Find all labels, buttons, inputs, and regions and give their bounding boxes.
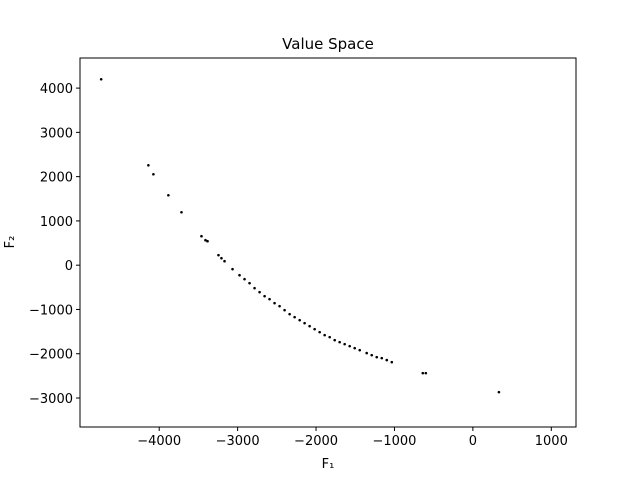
x-tick-label: −1000: [372, 434, 416, 449]
point: [238, 273, 241, 277]
point: [303, 321, 306, 325]
point: [333, 338, 337, 342]
point: [180, 210, 183, 214]
point: [375, 355, 379, 359]
point: [365, 351, 368, 355]
point: [204, 238, 207, 242]
x-tick-label: −3000: [216, 434, 260, 449]
y-tick-label: −3000: [29, 392, 73, 407]
y-tick-label: 3000: [40, 126, 73, 141]
point: [313, 327, 316, 331]
point: [167, 193, 170, 197]
point: [328, 335, 331, 339]
y-tick-label: 0: [65, 259, 73, 274]
point: [343, 342, 346, 346]
y-tick-label: 4000: [40, 82, 73, 97]
point: [283, 308, 286, 312]
point: [147, 163, 150, 167]
point: [206, 239, 209, 243]
point: [278, 304, 281, 308]
y-axis-label: F₂: [3, 236, 18, 249]
point: [497, 390, 501, 394]
y-tick-label: 1000: [40, 215, 73, 230]
point: [253, 286, 256, 290]
point: [421, 371, 425, 375]
point: [243, 277, 246, 281]
point: [338, 340, 341, 344]
point: [293, 315, 296, 319]
point: [385, 358, 389, 362]
point: [370, 353, 374, 357]
point: [424, 371, 428, 375]
point: [231, 267, 234, 271]
point: [390, 360, 394, 364]
y-tick-label: 2000: [40, 171, 73, 186]
point: [318, 330, 321, 334]
y-tick-label: −1000: [29, 303, 73, 318]
point: [358, 348, 362, 352]
point: [288, 312, 291, 316]
x-tick-label: −4000: [137, 434, 181, 449]
point: [220, 256, 223, 260]
x-tick-label: −2000: [294, 434, 338, 449]
point: [323, 333, 326, 337]
point: [308, 324, 311, 328]
point: [99, 77, 103, 81]
point: [268, 297, 271, 301]
point: [223, 259, 226, 263]
point: [248, 281, 251, 285]
y-tick-label: −2000: [29, 348, 73, 363]
point: [200, 234, 203, 238]
plot-frame: [79, 57, 577, 428]
point: [380, 356, 384, 360]
point: [263, 294, 266, 298]
point: [217, 253, 220, 257]
x-axis-label: F₁: [322, 457, 335, 472]
chart-title: Value Space: [282, 35, 374, 53]
point: [273, 301, 276, 305]
point: [298, 318, 301, 322]
x-tick-label: 0: [469, 434, 477, 449]
point: [348, 344, 351, 348]
point: [258, 290, 261, 294]
x-tick-label: 1000: [535, 434, 568, 449]
point: [353, 346, 357, 350]
point: [152, 172, 155, 176]
